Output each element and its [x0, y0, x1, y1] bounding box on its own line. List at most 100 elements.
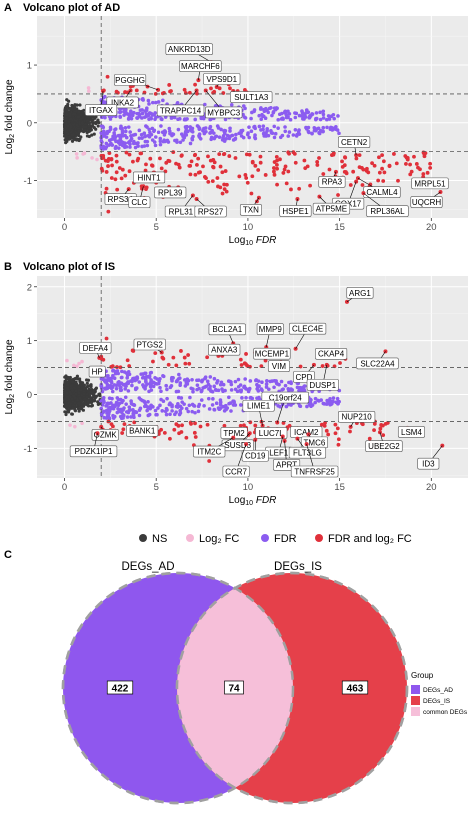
data-point-fdr [244, 395, 248, 400]
data-point-ns [78, 396, 82, 400]
data-point-fdr [227, 395, 231, 400]
data-point-sig [249, 191, 254, 196]
data-point-ns [83, 122, 88, 126]
venn-set-ad-name: DEGs_AD [121, 561, 174, 573]
data-point-sig [198, 170, 202, 175]
gene-label: BCL2A1 [212, 325, 242, 334]
data-point-sig [216, 184, 220, 189]
data-point-fdr [236, 377, 241, 382]
data-point-fdr [229, 388, 234, 392]
data-point-sig [188, 172, 193, 177]
gene-label: MYBPC3 [207, 108, 240, 117]
data-point-sig [368, 182, 373, 187]
data-point-sig [189, 422, 193, 426]
data-point-sig [220, 191, 225, 196]
data-point-fdr [326, 114, 331, 118]
gene-label-box [411, 177, 449, 190]
data-point-fdr [149, 116, 154, 121]
data-point-sig [215, 176, 220, 180]
data-point-sig [360, 183, 365, 187]
data-point-sig [408, 162, 412, 167]
data-point-fdr [286, 387, 291, 391]
data-point-sig [315, 163, 320, 167]
venn-outline-ad [61, 571, 295, 805]
data-point-ns [85, 392, 89, 397]
gene-label-box [315, 347, 348, 360]
panel-a-title: Volcano plot of AD [23, 2, 120, 14]
data-point-fdr [185, 124, 189, 129]
gene-label-box [312, 202, 351, 215]
data-point-sig [392, 152, 396, 156]
data-point-ns [81, 404, 86, 408]
data-point-fdr [131, 413, 136, 417]
data-point-sig [319, 422, 324, 427]
data-point-fdr [193, 410, 197, 415]
data-point-fdr [137, 413, 142, 418]
data-point-fdr [159, 389, 163, 394]
data-point-sig [198, 424, 203, 429]
data-point-fdr [271, 110, 276, 115]
data-point-fdr [129, 116, 134, 121]
gene-label-box [230, 91, 273, 103]
data-point-fdr [257, 124, 262, 129]
data-point-fdr [304, 125, 308, 130]
data-point-sig [418, 167, 422, 172]
x-tick-label: 15 [334, 222, 345, 233]
gene-label: RPS3A [108, 195, 135, 204]
x-tick-label: 0 [62, 482, 67, 493]
data-point-fdr [180, 406, 184, 410]
data-point-fdr [258, 107, 263, 111]
gene-label: HSPE1 [282, 207, 309, 216]
data-point-fdr [240, 396, 244, 400]
data-point-fdr [107, 138, 112, 143]
gene-label: CALML4 [366, 188, 398, 197]
data-point-sig [326, 432, 331, 437]
data-point-sig [336, 437, 341, 442]
data-point-sig [377, 155, 381, 160]
panel-b-letter: B [4, 261, 12, 273]
data-point-fdr [202, 126, 206, 131]
data-point-fdr [176, 127, 181, 132]
data-point-fdr [150, 138, 155, 142]
data-point-ns [72, 118, 77, 122]
data-point-sig [120, 167, 125, 172]
data-point-ns [68, 404, 72, 408]
data-point-fdr [306, 110, 311, 115]
data-point-fc [80, 421, 84, 426]
data-point-sig [109, 156, 114, 161]
volcano-plot-is: 0 5 10 15 20 -1 0 1 2 Log10 FDR Log2 fold change AR… [4, 276, 468, 507]
data-point-ns [69, 117, 73, 121]
data-point-ns [65, 391, 69, 395]
data-point-sig [124, 150, 129, 155]
data-point-sig [187, 163, 192, 168]
data-point-fdr [221, 382, 226, 387]
data-point-sig [344, 171, 349, 176]
data-point-fdr [294, 111, 299, 116]
data-point-sig [196, 156, 201, 161]
data-point-fdr [227, 401, 231, 406]
data-point-fdr [112, 131, 116, 135]
gene-label: UBE2G2 [368, 442, 400, 451]
data-point-fdr [226, 379, 231, 383]
gene-label-box [222, 465, 250, 478]
data-point-fdr [208, 131, 212, 135]
data-point-fdr [143, 377, 148, 382]
data-point-fdr [221, 404, 225, 409]
data-point-fdr [163, 129, 168, 134]
data-point-ns [80, 121, 84, 125]
data-point-sig [263, 173, 268, 177]
data-point-sig [166, 362, 171, 367]
data-point-ns [69, 392, 73, 396]
gene-label-box [417, 457, 440, 470]
data-point-fdr [156, 381, 161, 386]
gene-label-box [338, 136, 371, 148]
data-point-sig [243, 173, 248, 177]
data-point-fdr [158, 136, 163, 141]
data-point-ns [79, 113, 83, 117]
data-point-ns [63, 397, 67, 401]
gene-label: ANKRD13D [168, 45, 211, 54]
gene-label: MMP9 [259, 325, 283, 334]
data-point-ns [85, 395, 89, 399]
y-tick-label: 2 [27, 282, 32, 293]
data-point-sig [380, 153, 385, 158]
